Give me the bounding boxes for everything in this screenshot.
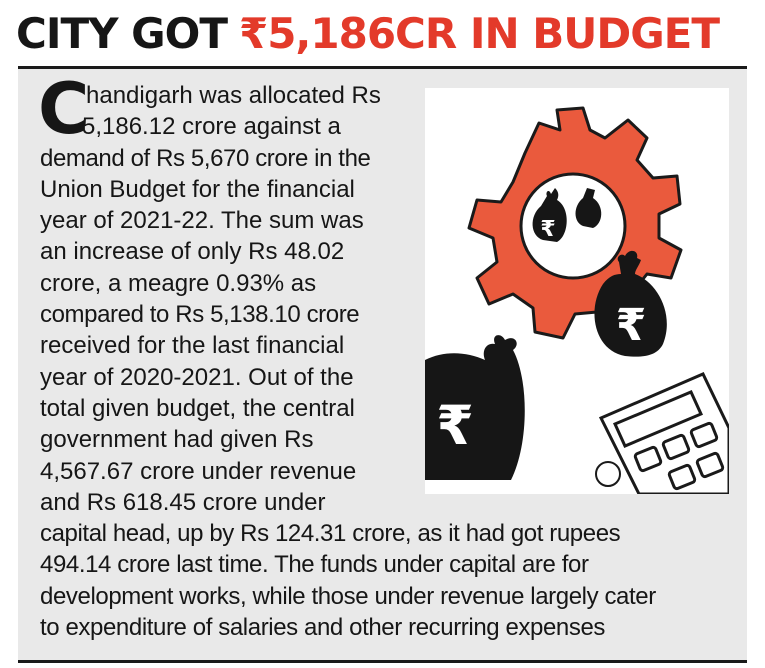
- article-line: year of 2021-22. The sum was: [40, 207, 364, 235]
- money-bag-large-icon: ₹: [594, 250, 667, 357]
- article-line: crore, a meagre 0.93% as: [40, 269, 317, 297]
- article-line: demand of Rs 5,670 crore in the: [40, 144, 371, 172]
- rupee-symbol-large: ₹: [616, 300, 647, 351]
- rupee-symbol-small: ₹: [540, 217, 555, 242]
- headline: CITY GOT ₹5,186CR IN BUDGET: [16, 2, 720, 64]
- article-line: to expenditure of salaries and other rec…: [40, 614, 606, 642]
- calculator-icon: [598, 372, 731, 496]
- illustration-svg: ₹ ₹ ₹: [425, 106, 731, 496]
- drop-cap: C: [38, 68, 90, 150]
- article-line: an increase of only Rs 48.02: [40, 238, 345, 266]
- article-line: 5,186.12 crore against a: [82, 113, 341, 141]
- article-line: government had given Rs: [40, 426, 314, 454]
- artist-signature-icon: [595, 461, 621, 487]
- article-line: 494.14 crore last time. The funds under …: [40, 551, 589, 579]
- article-line: total given budget, the central: [40, 394, 355, 422]
- article-line: development works, while those under rev…: [40, 582, 656, 610]
- article-line: capital head, up by Rs 124.31 crore, as …: [40, 520, 621, 548]
- headline-part1: CITY GOT: [16, 8, 228, 58]
- article-line: handigarh was allocated Rs: [86, 82, 381, 109]
- article-line: and Rs 618.45 crore under: [40, 488, 326, 516]
- money-bag-bottom-icon: ₹: [425, 335, 525, 480]
- article-line: 4,567.67 crore under revenue: [40, 457, 357, 485]
- article-line: year of 2020-2021. Out of the: [40, 363, 354, 391]
- money-bag-small-icon: ₹: [532, 188, 602, 242]
- article-body: handigarh was allocated Rs 5,186.12 cror…: [40, 80, 740, 643]
- rupee-symbol-bottom: ₹: [436, 394, 474, 457]
- budget-illustration: ₹ ₹ ₹: [425, 88, 731, 496]
- article-line: Union Budget for the financial: [40, 175, 355, 203]
- article-line: received for the last financial: [40, 332, 345, 360]
- article-line: compared to Rs 5,138.10 crore: [40, 301, 360, 329]
- headline-part2: ₹5,186CR IN BUDGET: [238, 8, 720, 58]
